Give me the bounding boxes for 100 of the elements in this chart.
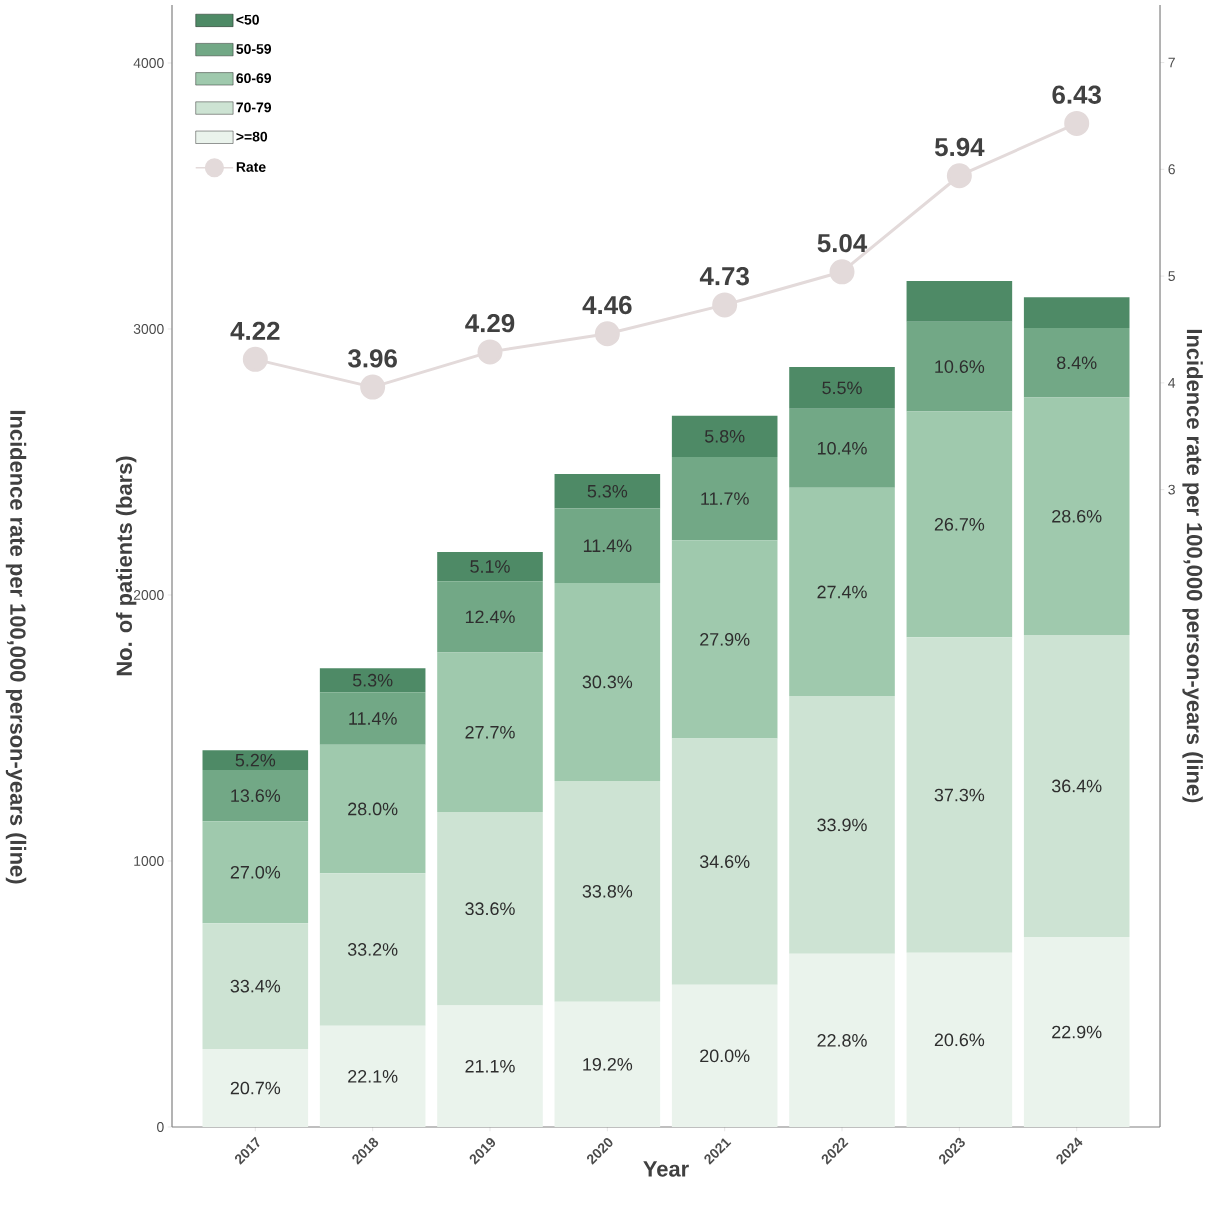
bar bbox=[906, 637, 1013, 953]
bar bbox=[789, 367, 895, 409]
annotation: 13.6% bbox=[231, 789, 281, 803]
annotation: 5.5% bbox=[822, 381, 862, 395]
bar bbox=[554, 583, 661, 781]
bar bbox=[319, 1025, 426, 1127]
bar bbox=[671, 984, 778, 1127]
annotation: 27.7% bbox=[465, 725, 515, 739]
y2-tick-label: 3 bbox=[1168, 484, 1175, 495]
data-label: 4.22 bbox=[230, 321, 280, 340]
point bbox=[360, 374, 386, 400]
data-label: 3.96 bbox=[348, 349, 397, 368]
point bbox=[946, 163, 972, 189]
bar bbox=[319, 873, 426, 1026]
point bbox=[829, 259, 855, 285]
data-label: 4.29 bbox=[465, 314, 515, 333]
annotation: 27.9% bbox=[700, 633, 750, 646]
annotation: 27.4% bbox=[817, 585, 867, 599]
annotation: 22.1% bbox=[348, 1069, 398, 1083]
bar bbox=[437, 652, 543, 813]
annotation: 20.7% bbox=[230, 1081, 281, 1095]
bar bbox=[1023, 327, 1130, 398]
y2-axis-title: Incidence rate per 100,000 person-years (line) bbox=[1182, 329, 1203, 803]
bar bbox=[202, 1049, 309, 1127]
bar bbox=[319, 692, 426, 745]
bar bbox=[554, 508, 661, 584]
legend-label: Rate bbox=[236, 162, 266, 172]
annotation: 20.6% bbox=[934, 1033, 985, 1047]
bar bbox=[906, 952, 1013, 1127]
y-tick-label: 3000 bbox=[133, 324, 164, 334]
bar bbox=[554, 780, 661, 1002]
annotation: 22.9% bbox=[1052, 1025, 1102, 1039]
data-label: 6.43 bbox=[1052, 85, 1101, 104]
bar bbox=[202, 821, 309, 924]
data-label: 5.94 bbox=[934, 137, 985, 157]
annotation: 20.0% bbox=[700, 1049, 750, 1063]
bar bbox=[437, 1005, 543, 1127]
annotation: 33.2% bbox=[347, 943, 398, 956]
legend-label: 50-59 bbox=[236, 43, 272, 54]
bar bbox=[554, 1001, 661, 1127]
bar bbox=[319, 744, 426, 874]
bar bbox=[671, 415, 778, 457]
bar bbox=[1023, 937, 1130, 1127]
annotation: 33.9% bbox=[817, 818, 867, 832]
y2-tick-label: 5 bbox=[1168, 271, 1175, 281]
bar bbox=[437, 812, 543, 1006]
annotation: 28.6% bbox=[1052, 509, 1102, 523]
annotation: 5.1% bbox=[470, 560, 510, 573]
bar bbox=[671, 456, 778, 541]
annotation: 5.3% bbox=[587, 484, 628, 498]
text: Incidence rate per 100,000 person-years (line) bbox=[5, 410, 27, 884]
point bbox=[712, 292, 738, 318]
point bbox=[477, 339, 503, 365]
bar bbox=[202, 750, 309, 771]
bar bbox=[906, 281, 1013, 322]
annotation: 28.0% bbox=[348, 802, 398, 816]
annotation: 27.0% bbox=[230, 865, 281, 879]
data-label: 4.73 bbox=[699, 267, 749, 286]
annotation: 30.3% bbox=[582, 675, 633, 689]
bar bbox=[789, 953, 895, 1127]
annotation: 37.3% bbox=[934, 788, 985, 802]
bar bbox=[319, 668, 426, 693]
annotation: 11.4% bbox=[583, 539, 632, 553]
point bbox=[242, 346, 268, 372]
y-tick-label: 4000 bbox=[133, 58, 164, 68]
legend-label: 60-69 bbox=[236, 73, 272, 84]
bar bbox=[437, 551, 543, 582]
data-label: 5.04 bbox=[817, 233, 868, 253]
point bbox=[594, 321, 620, 347]
bar bbox=[1023, 397, 1130, 635]
annotation: 10.4% bbox=[817, 441, 867, 455]
bar bbox=[554, 473, 661, 509]
annotation: 5.3% bbox=[352, 673, 393, 687]
annotation: 12.4% bbox=[465, 610, 515, 624]
annotation: 11.4% bbox=[349, 712, 397, 725]
bar bbox=[1023, 297, 1130, 328]
annotation: 34.6% bbox=[699, 855, 750, 868]
y-tick-label: 0 bbox=[157, 1122, 164, 1132]
legend-label: >=80 bbox=[236, 131, 268, 142]
bar bbox=[437, 581, 543, 653]
bar bbox=[202, 923, 309, 1050]
legend-label: <50 bbox=[236, 14, 259, 25]
annotation: 33.8% bbox=[582, 884, 633, 898]
annotation: 33.6% bbox=[465, 902, 515, 916]
bar bbox=[202, 770, 309, 822]
annotation: 10.6% bbox=[935, 360, 985, 373]
data-label: 4.46 bbox=[582, 295, 632, 315]
y2-tick-label: 7 bbox=[1168, 57, 1175, 68]
legend-label: 70-79 bbox=[236, 102, 272, 113]
bar bbox=[789, 487, 895, 697]
annotation: 33.4% bbox=[230, 979, 281, 993]
annotation: 22.8% bbox=[817, 1034, 867, 1047]
annotation: 21.1% bbox=[465, 1059, 515, 1073]
annotation: 26.7% bbox=[934, 518, 985, 531]
bar bbox=[906, 411, 1013, 638]
point bbox=[1064, 110, 1090, 136]
y2-tick-label: 4 bbox=[1168, 378, 1176, 388]
bar bbox=[789, 696, 895, 954]
bar bbox=[671, 540, 778, 739]
annotation: 19.2% bbox=[583, 1057, 633, 1071]
